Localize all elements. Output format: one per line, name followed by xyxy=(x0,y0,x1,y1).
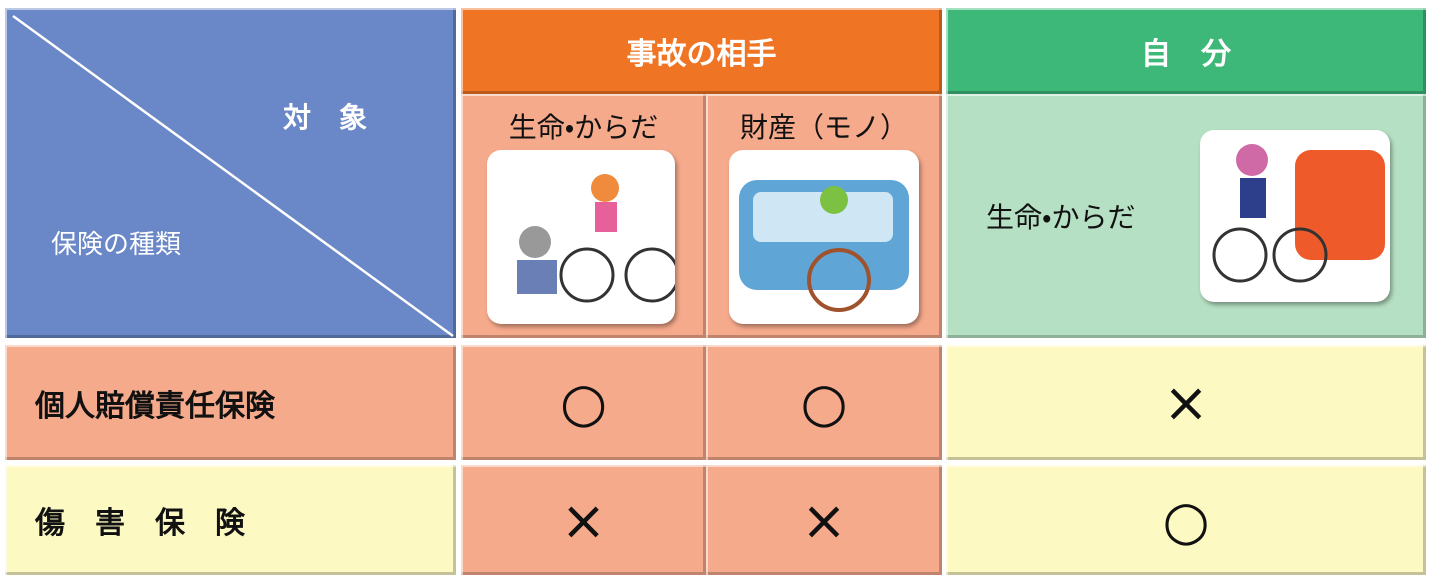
coverage-mark: ○ xyxy=(946,465,1426,575)
row-label: 傷 害 保 険 xyxy=(5,465,456,575)
corner-bottom: 保険の種類 xyxy=(51,230,182,260)
subheader: 財産（モノ） xyxy=(739,111,908,144)
coverage-mark: × xyxy=(946,345,1426,460)
illustration xyxy=(729,150,919,324)
coverage-mark: ○ xyxy=(461,345,706,460)
coverage-mark: × xyxy=(706,465,942,575)
opponent-header: 事故の相手 xyxy=(461,8,942,94)
coverage-mark: ○ xyxy=(706,345,942,460)
illustration xyxy=(487,150,675,324)
diagonal xyxy=(12,14,454,338)
opponent-body-cell: 生命・からだ xyxy=(461,94,706,338)
coverage-mark: × xyxy=(461,465,706,575)
self-header: 自 分 xyxy=(946,8,1426,94)
illustration xyxy=(1200,130,1390,302)
corner-top: 対 象 xyxy=(283,101,368,134)
subheader: 生命・からだ xyxy=(986,201,1136,234)
subheader: 生命・からだ xyxy=(508,111,659,144)
row-label: 個人賠償責任保険 xyxy=(5,345,456,460)
corner-cell: 対 象 保険の種類 xyxy=(5,8,456,338)
opponent-property-cell: 財産（モノ） xyxy=(706,94,942,338)
self-body-cell: 生命・からだ xyxy=(946,94,1426,338)
